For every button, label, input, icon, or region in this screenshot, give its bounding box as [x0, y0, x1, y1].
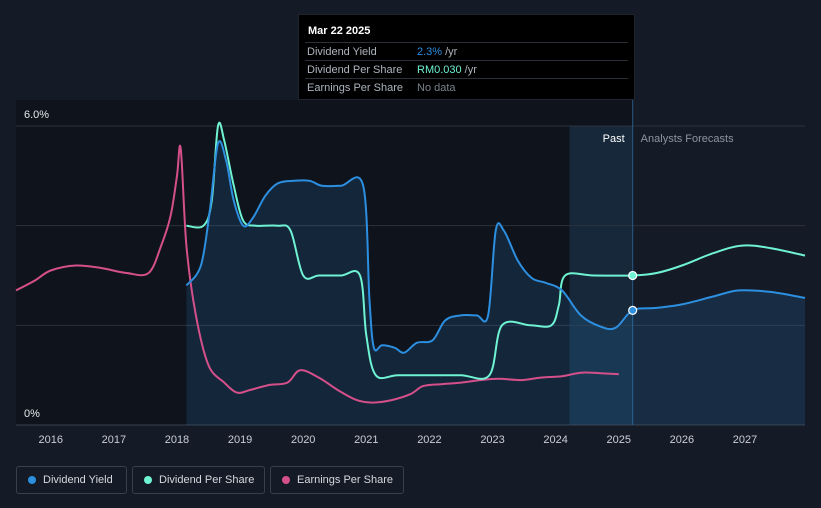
x-tick-label: 2025 [607, 434, 631, 446]
tooltip-label: Dividend Yield [307, 46, 377, 58]
x-tick-label: 2017 [102, 434, 126, 446]
tooltip-value: RM0.030/yr [417, 64, 477, 76]
x-tick-label: 2019 [228, 434, 252, 446]
x-tick-label: 2023 [480, 434, 504, 446]
legend-dot-icon [144, 476, 152, 484]
legend-label: Earnings Per Share [297, 474, 393, 486]
tooltip-row-earnings-per-share: Earnings Per Share No data [305, 78, 628, 97]
tooltip-row-dividend-per-share: Dividend Per Share RM0.030/yr [305, 60, 628, 79]
tooltip-label: Earnings Per Share [307, 82, 403, 94]
earnings-per-share-line [15, 144, 619, 404]
tooltip-value: 2.3%/yr [417, 46, 458, 58]
past-region [16, 100, 633, 425]
dividend-yield-marker [628, 305, 638, 315]
legend-label: Dividend Yield [43, 474, 113, 486]
x-tick-label: 2021 [354, 434, 378, 446]
forecast-label: Analysts Forecasts [641, 133, 734, 145]
legend-item-dividend-per-share[interactable]: Dividend Per Share [132, 466, 265, 494]
tooltip-value: No data [417, 82, 456, 94]
x-tick-label: 2020 [291, 434, 315, 446]
dividend-yield-line [185, 140, 806, 354]
x-tick-label: 2018 [165, 434, 189, 446]
legend-dot-icon [28, 476, 36, 484]
dividend-per-share-marker [628, 270, 638, 281]
past-label: Past [603, 133, 625, 145]
y-tick-label: 0% [24, 408, 40, 420]
x-tick-label: 2022 [417, 434, 441, 446]
x-tick-label: 2026 [670, 434, 694, 446]
dividend-yield-area [186, 141, 805, 425]
tooltip-panel: Mar 22 2025 Dividend Yield 2.3%/yr Divid… [298, 14, 635, 100]
legend-dot-icon [282, 476, 290, 484]
x-tick-label: 2027 [733, 434, 757, 446]
tooltip-row-dividend-yield: Dividend Yield 2.3%/yr [305, 42, 628, 61]
y-tick-label: 6.0% [24, 109, 49, 121]
legend-item-dividend-yield[interactable]: Dividend Yield [16, 466, 127, 494]
legend-label: Dividend Per Share [159, 474, 255, 486]
x-tick-label: 2016 [38, 434, 62, 446]
tooltip-date: Mar 22 2025 [308, 25, 371, 37]
legend-item-earnings-per-share[interactable]: Earnings Per Share [270, 466, 404, 494]
x-tick-label: 2024 [543, 434, 567, 446]
tooltip-label: Dividend Per Share [307, 64, 403, 76]
dividend-per-share-line [186, 121, 806, 380]
